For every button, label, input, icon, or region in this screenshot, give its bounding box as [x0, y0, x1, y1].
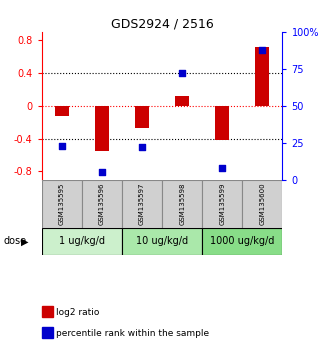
Text: GSM135595: GSM135595 [59, 183, 65, 225]
Point [59, 143, 64, 148]
Text: GSM135600: GSM135600 [259, 183, 265, 225]
Bar [256, 47, 269, 106]
Bar [135, 106, 149, 128]
Point [100, 170, 105, 175]
Text: GSM135596: GSM135596 [99, 183, 105, 225]
Point [140, 144, 145, 150]
Text: dose: dose [3, 236, 26, 246]
Text: percentile rank within the sample: percentile rank within the sample [56, 329, 209, 338]
Point [180, 70, 185, 76]
Text: log2 ratio: log2 ratio [56, 308, 100, 317]
Bar [42, 179, 82, 228]
Bar [242, 179, 282, 228]
Text: ▶: ▶ [21, 236, 28, 246]
Point [220, 165, 225, 171]
Bar [215, 106, 229, 140]
Bar [122, 179, 162, 228]
Text: 10 ug/kg/d: 10 ug/kg/d [136, 236, 188, 246]
Bar [175, 96, 189, 106]
Bar [202, 228, 282, 255]
Text: 1 ug/kg/d: 1 ug/kg/d [59, 236, 105, 246]
Bar [122, 228, 202, 255]
Text: GSM135598: GSM135598 [179, 183, 185, 225]
Bar [55, 106, 69, 116]
Bar [42, 228, 122, 255]
Text: 1000 ug/kg/d: 1000 ug/kg/d [210, 236, 274, 246]
Title: GDS2924 / 2516: GDS2924 / 2516 [111, 18, 213, 31]
Point [260, 47, 265, 52]
Bar [162, 179, 202, 228]
Bar [95, 106, 109, 151]
Bar [82, 179, 122, 228]
Text: GSM135597: GSM135597 [139, 183, 145, 225]
Text: GSM135599: GSM135599 [219, 183, 225, 225]
Bar [202, 179, 242, 228]
